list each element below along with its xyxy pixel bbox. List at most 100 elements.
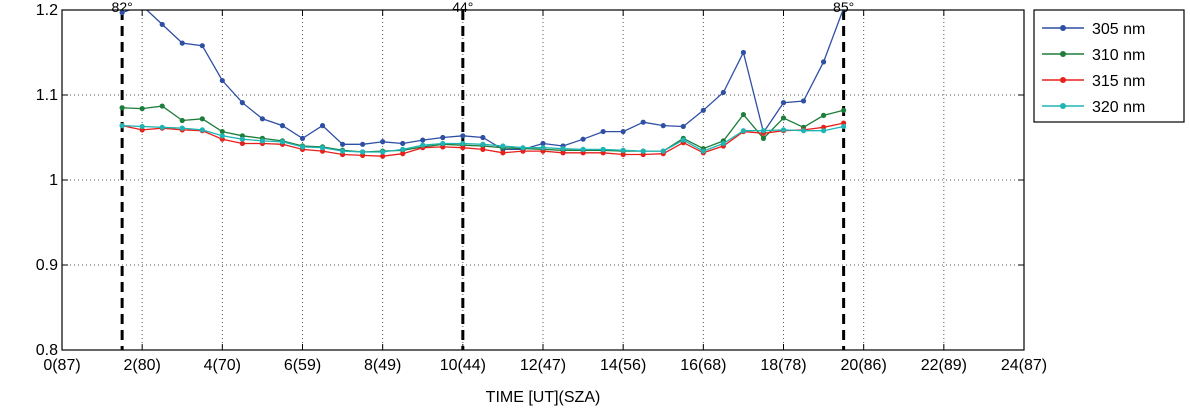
x-tick-label: 6(59): [284, 357, 321, 374]
data-point: [660, 123, 666, 129]
data-point: [119, 123, 125, 129]
data-point: [841, 123, 847, 130]
data-point: [640, 148, 646, 154]
data-point: [460, 140, 466, 147]
data-point: [560, 150, 566, 156]
data-point: [820, 59, 827, 65]
data-point: [620, 151, 626, 158]
data-point: [480, 141, 486, 147]
data-point: [400, 146, 406, 152]
data-point: [179, 125, 185, 131]
data-point: [580, 136, 586, 142]
data-point: [219, 133, 225, 139]
data-point: [400, 140, 406, 147]
data-point: [219, 77, 225, 84]
x-tick-label: 14(56): [600, 357, 646, 374]
data-point: [219, 128, 225, 135]
data-point: [279, 123, 286, 129]
data-point: [780, 100, 787, 106]
series-group: [119, 3, 847, 159]
data-point: [760, 128, 767, 134]
series-clip-group: [119, 3, 847, 159]
legend-marker: [1060, 77, 1066, 83]
data-point: [820, 128, 827, 134]
data-point: [279, 139, 286, 145]
data-point: [780, 127, 787, 133]
data-point: [740, 111, 747, 118]
sza-marker-label: 44°: [452, 0, 473, 15]
legend: 305 nm 310 nm 315 nm 320 nm: [1033, 9, 1185, 123]
sza-marker-label: 85°: [833, 0, 854, 15]
data-point: [680, 137, 686, 143]
data-point: [380, 139, 386, 145]
data-point: [480, 146, 486, 152]
data-point: [420, 137, 426, 143]
data-point: [119, 105, 125, 111]
x-tick-label: 0(87): [43, 357, 80, 374]
legend-marker: [1060, 25, 1066, 31]
data-point: [380, 149, 386, 155]
data-point: [760, 135, 767, 141]
data-point: [600, 128, 606, 135]
data-point: [480, 134, 486, 141]
data-point: [199, 127, 205, 133]
x-tick-label: 24(87): [1001, 357, 1047, 374]
data-point: [199, 116, 205, 122]
data-point: [640, 119, 646, 125]
data-point: [339, 141, 346, 147]
y-tick-label: 0.8: [36, 342, 58, 359]
data-point: [700, 107, 706, 113]
data-point: [660, 148, 666, 154]
y-tick-label: 0.9: [36, 257, 58, 274]
data-point: [500, 143, 506, 149]
x-tick-label: 2(80): [123, 357, 160, 374]
legend-label: 320 nm: [1092, 99, 1145, 116]
x-tick-label: 8(49): [364, 357, 401, 374]
data-point: [440, 140, 446, 147]
y-tick-label: 1: [49, 172, 58, 189]
data-point: [720, 140, 726, 147]
x-tick-label: 22(89): [921, 357, 967, 374]
data-point: [540, 140, 546, 147]
x-tick-label: 4(70): [204, 357, 241, 374]
data-point: [299, 135, 306, 141]
data-point: [800, 128, 807, 134]
data-point: [540, 145, 546, 151]
data-point: [299, 144, 306, 150]
data-point: [140, 3, 145, 8]
data-point: [259, 116, 266, 122]
data-point: [179, 40, 185, 46]
legend-marker: [1060, 103, 1066, 109]
series-line-1: [121, 10, 844, 151]
data-point: [139, 123, 145, 130]
data-point: [319, 145, 326, 151]
data-point: [119, 10, 125, 16]
data-point: [199, 43, 205, 49]
data-point: [360, 149, 366, 155]
data-point: [720, 89, 726, 96]
data-point: [239, 140, 245, 147]
data-point: [339, 148, 346, 154]
data-point: [179, 117, 185, 124]
data-point: [740, 128, 747, 134]
legend-label: 310 nm: [1092, 47, 1145, 64]
y-tick-label: 1.2: [36, 2, 58, 19]
x-axis-label: TIME [UT](SZA): [486, 389, 601, 406]
data-point: [800, 98, 807, 104]
grid: [62, 10, 1024, 350]
data-point: [259, 138, 266, 144]
axis-ticks: 0(87) 2(80) 4(70) 6(59) 8(49) 10(44) 12(47) 14(…: [36, 2, 1047, 374]
data-point: [420, 142, 426, 148]
data-point: [239, 100, 245, 106]
sza-markers: 82° 44° 85°: [112, 0, 854, 350]
data-point: [460, 133, 466, 139]
data-point: [780, 115, 787, 121]
legend-label: 315 nm: [1092, 73, 1145, 90]
data-point: [500, 150, 506, 156]
data-point: [159, 103, 165, 109]
data-point: [239, 136, 245, 142]
x-tick-label: 10(44): [440, 357, 486, 374]
data-point: [680, 123, 686, 130]
y-tick-label: 1.1: [36, 87, 58, 104]
